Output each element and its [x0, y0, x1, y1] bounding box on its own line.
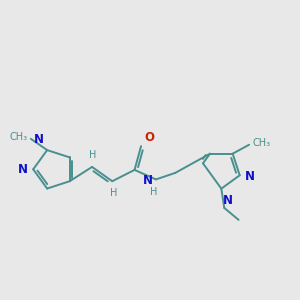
Text: N: N	[143, 174, 153, 188]
Text: CH₃: CH₃	[9, 132, 27, 142]
Text: H: H	[110, 188, 117, 198]
Text: N: N	[245, 170, 255, 183]
Text: H: H	[89, 149, 97, 160]
Text: N: N	[18, 163, 28, 176]
Text: N: N	[223, 194, 233, 207]
Text: N: N	[34, 133, 44, 146]
Text: CH₃: CH₃	[253, 138, 271, 148]
Text: O: O	[144, 131, 154, 144]
Text: H: H	[150, 187, 157, 197]
